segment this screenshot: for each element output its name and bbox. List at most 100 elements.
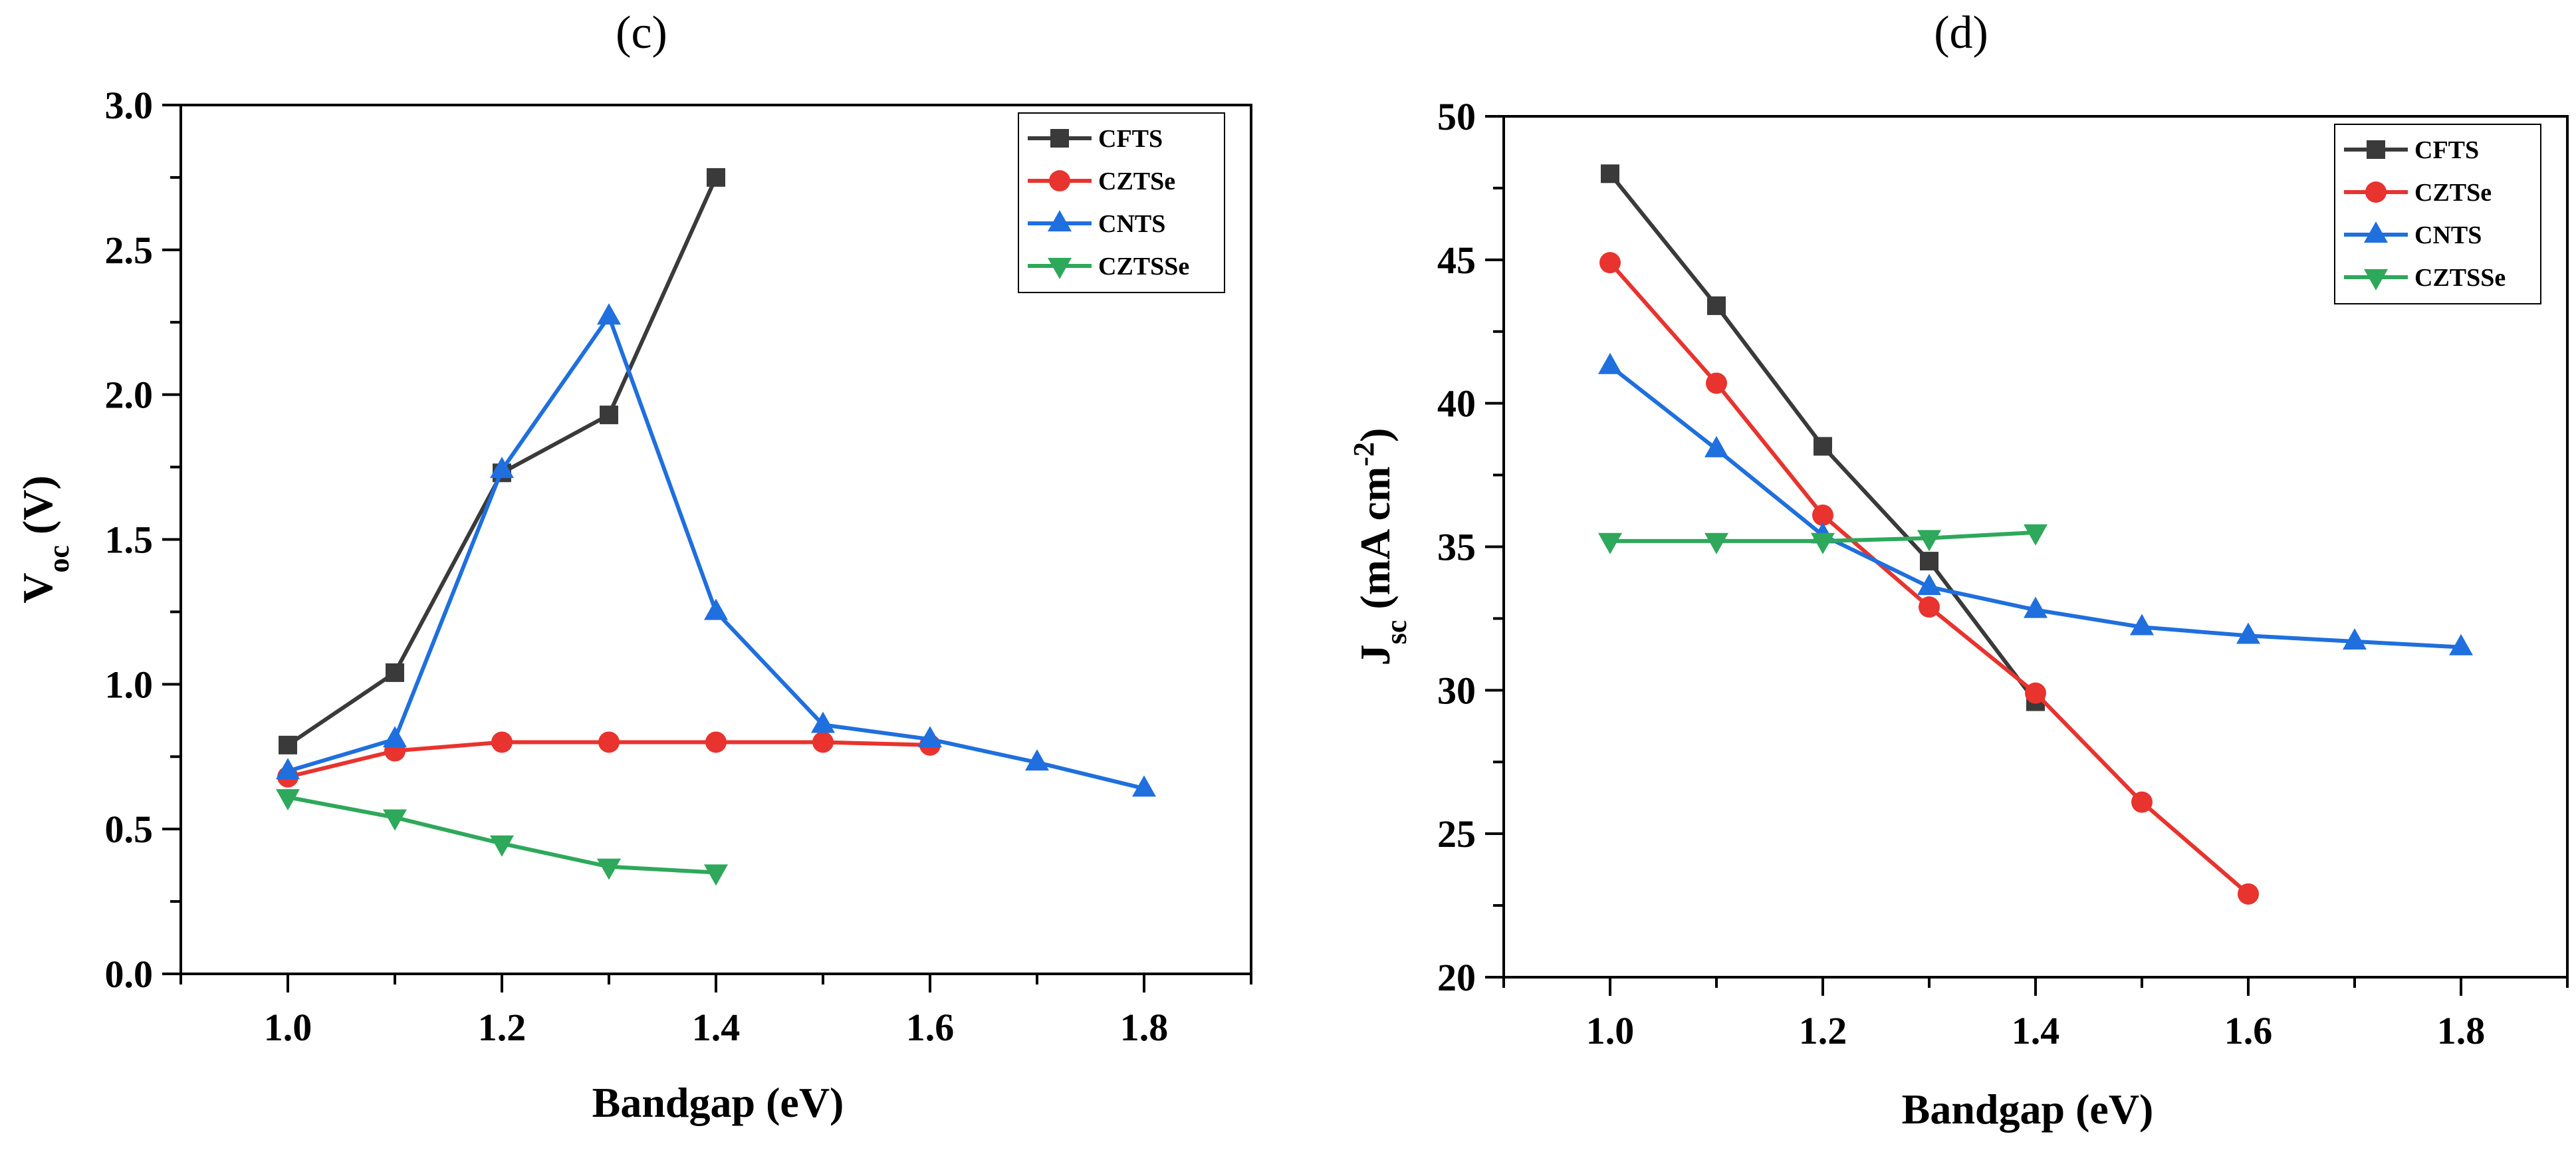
x-tick-label: 1.0	[1586, 1009, 1635, 1052]
data-point-cztsse	[2024, 524, 2048, 546]
legend-marker-cztse	[1049, 170, 1070, 191]
data-point-cztsse	[490, 835, 514, 857]
legend-label-cztsse: CZTSSe	[2414, 264, 2506, 292]
y-tick-label: 30	[1437, 669, 1476, 712]
chart-panel-c: (c) 1.0 1.2 1.4 1.6 1.8 0.0 0.5 1.0 1.5 2.0 2.5 3.0 B…	[14, 7, 1252, 1126]
data-point-cztse	[1919, 596, 1940, 618]
data-point-cztse	[2025, 682, 2046, 704]
data-point-cztse	[705, 731, 727, 753]
data-point-cztse	[2131, 791, 2153, 813]
y-tick-label: 1.0	[105, 663, 154, 706]
data-point-cztse	[812, 731, 834, 753]
y-tick-label: 2.0	[105, 374, 154, 417]
y-tick-label: 45	[1437, 239, 1476, 282]
data-point-cztsse	[1598, 532, 1622, 554]
x-axis-title: Bandgap (eV)	[592, 1079, 844, 1126]
data-point-cztse	[1706, 372, 1727, 394]
legend-label-cfts: CFTS	[2414, 136, 2479, 164]
legend-label-cztse: CZTSe	[1098, 168, 1175, 195]
data-point-cfts	[1601, 164, 1619, 183]
data-point-cztse	[1599, 252, 1621, 274]
data-point-cztse	[491, 731, 513, 753]
data-point-cnts	[1598, 352, 1622, 374]
series-line-cztsse	[287, 795, 717, 875]
data-point-cztse	[2238, 883, 2259, 905]
data-point-cnts	[276, 758, 300, 780]
legend-marker-cnts	[1048, 210, 1072, 232]
data-point-cnts	[1917, 574, 1941, 596]
y-tick-label: 35	[1437, 526, 1476, 569]
data-point-cnts	[490, 457, 514, 479]
x-tick-label: 1.2	[1799, 1009, 1847, 1052]
data-point-cfts	[386, 663, 404, 682]
legend-label-cztse: CZTSe	[2414, 179, 2492, 207]
data-point-cfts	[1814, 437, 1832, 456]
data-point-cztsse	[1917, 530, 1941, 552]
x-tick-label: 1.8	[2437, 1009, 2486, 1052]
chart-panel-d: (d) 1.0 1.2 1.4 1.6 1.8 20 25 30 35 40 45 50 Bandgap …	[1347, 7, 2569, 1133]
legend-label-cztsse: CZTSSe	[1098, 253, 1189, 281]
legend: CFTS CZTSe CNTS CZTSSe	[1018, 112, 1225, 293]
data-point-cztsse	[1811, 532, 1835, 554]
legend-label-cnts: CNTS	[2414, 221, 2482, 249]
y-tick-label: 50	[1437, 95, 1476, 138]
y-tick-label: 40	[1437, 382, 1476, 425]
legend-label-cnts: CNTS	[1098, 210, 1165, 238]
series-cztsse	[1598, 524, 2048, 554]
panel-label: (c)	[616, 7, 667, 58]
data-point-cnts	[383, 726, 407, 748]
data-point-cztsse	[1704, 532, 1728, 554]
data-point-cztse	[1812, 505, 1833, 526]
data-point-cfts	[1920, 552, 1938, 571]
series-cztse	[277, 731, 941, 788]
data-point-cztse	[598, 731, 620, 753]
data-point-cnts	[1025, 749, 1049, 771]
data-point-cnts	[704, 598, 728, 620]
legend-marker-cztsse	[2364, 269, 2388, 290]
data-point-cnts	[2343, 628, 2367, 650]
data-point-cnts	[2024, 596, 2048, 618]
data-point-cztsse	[276, 789, 300, 811]
data-point-cnts	[2236, 622, 2260, 644]
data-point-cfts	[1707, 296, 1726, 315]
series-cfts	[1601, 164, 2045, 711]
x-tick-label: 1.4	[2012, 1009, 2060, 1052]
x-tick-label: 1.6	[2224, 1009, 2273, 1052]
x-axis-title: Bandgap (eV)	[1902, 1086, 2154, 1133]
x-tick-label: 1.2	[478, 1006, 527, 1049]
legend-marker-cfts	[2367, 140, 2385, 159]
data-point-cnts	[2130, 614, 2154, 636]
data-point-cnts	[2449, 634, 2473, 655]
x-tick-label: 1.8	[1120, 1006, 1169, 1049]
y-tick-label: 3.0	[105, 84, 154, 127]
series-cnts	[276, 303, 1156, 797]
y-tick-label: 20	[1437, 956, 1476, 999]
data-point-cfts	[600, 405, 618, 425]
data-point-cnts	[597, 303, 621, 325]
y-tick-label: 1.5	[105, 519, 154, 562]
data-point-cnts	[811, 711, 835, 733]
legend-marker-cnts	[2364, 221, 2388, 243]
x-tick-label: 1.4	[692, 1006, 741, 1049]
y-axis-title: Jsc (mA cm-2)	[1347, 428, 1413, 666]
legend-marker-cfts	[1050, 129, 1069, 148]
data-point-cnts	[918, 726, 942, 748]
y-tick-label: 0.0	[105, 953, 154, 996]
legend-label-cfts: CFTS	[1098, 125, 1163, 153]
series-cztsse	[276, 789, 728, 886]
data-point-cfts	[707, 168, 725, 187]
x-tick-label: 1.6	[906, 1006, 955, 1049]
series-cztse	[1599, 252, 2259, 905]
y-axis-title: Voc (V)	[14, 475, 75, 604]
x-tick-label: 1.0	[264, 1006, 312, 1049]
data-point-cztsse	[383, 809, 407, 831]
series-line-cnts	[287, 312, 1145, 791]
data-point-cztsse	[704, 864, 728, 886]
data-point-cztsse	[597, 858, 621, 880]
data-point-cfts	[279, 735, 297, 754]
data-point-cnts	[1704, 435, 1728, 457]
y-tick-label: 25	[1437, 812, 1476, 856]
y-tick-label: 0.5	[105, 808, 154, 851]
panel-label: (d)	[1934, 7, 1988, 58]
legend-marker-cztsse	[1048, 257, 1072, 279]
